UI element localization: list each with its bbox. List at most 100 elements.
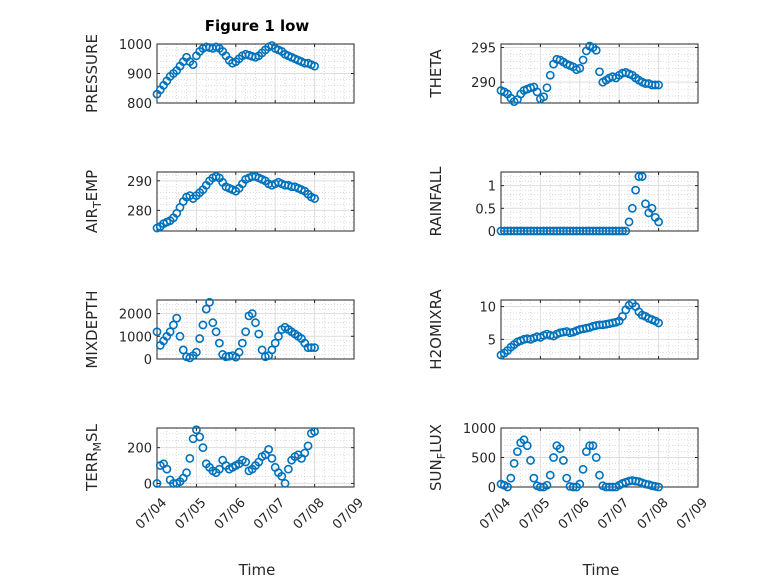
data-point — [575, 479, 585, 489]
data-point — [650, 80, 660, 90]
y-tick-label: 290 — [471, 76, 496, 91]
y-axis-label: RAINFALL — [427, 166, 445, 237]
subplot-terr-msl: 0 200 07/04 07/05 07/06 07/07 07/08 07/09 TERRMS… — [83, 423, 367, 532]
data-point — [195, 334, 205, 343]
y-axis-label: AIRTEMP — [83, 170, 104, 233]
x-tick-label: 07/07 — [595, 495, 632, 532]
data-point — [165, 327, 175, 337]
data-point — [277, 471, 287, 481]
data-point — [654, 482, 663, 492]
data-point — [274, 331, 283, 341]
data-point — [211, 327, 221, 337]
data-point — [280, 479, 290, 488]
data-point — [542, 480, 552, 490]
data-point — [306, 343, 316, 353]
data-point — [175, 331, 185, 341]
x-tick-label: 07/06 — [212, 495, 249, 532]
y-tick-label: 5 — [488, 333, 496, 348]
data-point — [178, 345, 188, 355]
data-point — [555, 444, 565, 454]
y-tick-label: 500 — [471, 452, 496, 467]
axes-frame — [500, 43, 699, 104]
y-tick-label: 1 — [488, 180, 496, 195]
y-axis-label: THETA — [427, 49, 445, 99]
y-tick-label: 290 — [127, 175, 152, 190]
data-point — [526, 456, 535, 465]
data-point — [257, 345, 267, 355]
y-tick-label: 900 — [127, 68, 152, 83]
data-point — [591, 45, 601, 55]
data-point — [618, 226, 627, 236]
axes-frame — [156, 171, 355, 232]
data-point — [578, 55, 588, 65]
x-axis-label-left: Time — [238, 561, 276, 579]
data-point — [182, 468, 191, 478]
x-tick-label: 07/08 — [291, 495, 328, 532]
y-tick-label: 1000 — [463, 422, 496, 437]
data-point — [637, 172, 647, 181]
data-point — [172, 313, 182, 323]
data-point — [198, 443, 208, 453]
data-point — [283, 464, 293, 474]
y-tick-label: 280 — [127, 204, 152, 219]
y-tick-label: 2000 — [119, 308, 152, 323]
data-point — [300, 448, 310, 458]
data-point — [634, 172, 644, 181]
y-tick-label: 1000 — [119, 38, 152, 53]
x-tick-label: 07/05 — [516, 495, 553, 532]
subplot-mixdepth: 0 1000 2000 MIXDEPTH — [83, 290, 355, 369]
data-point — [647, 203, 657, 213]
data-point — [267, 345, 277, 355]
data-point — [624, 217, 634, 227]
data-point — [532, 87, 542, 97]
data-point — [631, 185, 641, 195]
data-point — [310, 61, 319, 71]
data-point — [591, 453, 601, 462]
data-point — [254, 329, 264, 339]
data-point — [650, 482, 660, 491]
data-point — [214, 464, 224, 474]
data-point — [198, 320, 208, 330]
data-point — [545, 70, 555, 80]
subplot-rainfall: 0 0.5 1 RAINFALL — [427, 166, 699, 240]
data-point — [241, 327, 251, 337]
x-tick-label: 07/09 — [674, 495, 711, 532]
data-point — [208, 318, 218, 328]
data-point — [506, 473, 516, 483]
y-tick-label: 0 — [144, 477, 152, 492]
data-point — [152, 327, 162, 337]
subplot-theta: 290 295 THETA — [427, 41, 699, 107]
data-point — [241, 457, 251, 467]
data-point — [522, 441, 532, 451]
subplot-pressure: 800 900 1000 PRESSURE — [83, 34, 355, 113]
data-point — [169, 320, 178, 330]
axes-frame — [156, 427, 355, 488]
data-point — [195, 432, 205, 442]
data-point — [513, 447, 522, 456]
data-point — [251, 318, 260, 328]
y-tick-label: 295 — [471, 41, 496, 56]
data-point — [585, 441, 595, 451]
data-point — [201, 304, 211, 314]
data-point — [549, 453, 558, 462]
subplot-sun-flux: 0 500 1000 07/04 07/05 07/06 07/07 07/08 07/09 SU… — [427, 422, 711, 533]
data-point — [270, 338, 280, 348]
data-point — [310, 194, 319, 203]
data-point — [191, 425, 201, 435]
data-point — [191, 347, 201, 357]
subplot-h2omixra: 5 10 H2OMIXRA — [427, 289, 699, 370]
data-point — [237, 338, 247, 348]
data-point — [310, 427, 319, 436]
y-tick-label: 200 — [127, 442, 152, 457]
data-point — [542, 83, 552, 93]
data-point — [595, 67, 604, 77]
axes-frame — [500, 299, 699, 360]
data-point — [205, 297, 214, 307]
data-point — [303, 441, 313, 451]
figure-title: Figure 1 low — [205, 17, 310, 35]
data-point — [627, 203, 637, 213]
x-tick-label: 07/07 — [251, 495, 288, 532]
data-point — [264, 445, 274, 454]
